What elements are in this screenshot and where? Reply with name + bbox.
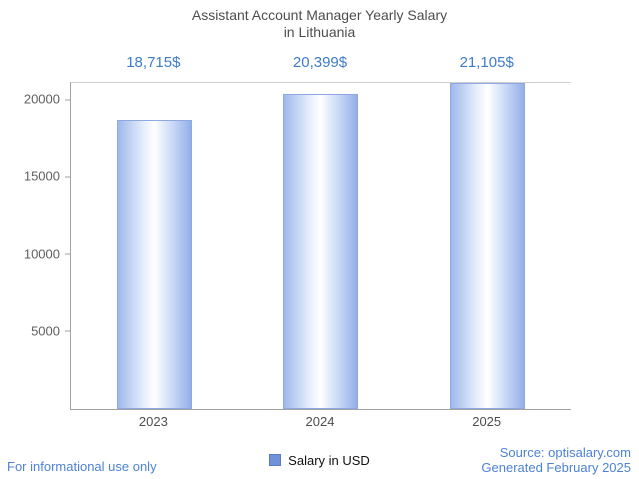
bar-2023 [116, 119, 192, 409]
bar-value-label-2023: 18,715$ [126, 54, 181, 71]
y-tick-label: 20000 [23, 91, 60, 107]
y-tick-mark [65, 253, 70, 255]
chart-title: Assistant Account Manager Yearly Salary … [0, 7, 639, 41]
bar-value-label-2025: 21,105$ [459, 54, 514, 71]
legend-label: Salary in USD [288, 452, 370, 468]
y-tick-mark [65, 330, 70, 332]
footer-generated: Generated February 2025 [481, 460, 631, 475]
y-tick-label: 15000 [23, 168, 60, 184]
x-axis: 2023 2024 2025 [70, 414, 570, 430]
bar-column-2023 [71, 83, 238, 409]
legend: Salary in USD [0, 452, 639, 468]
bar-column-2025 [404, 83, 571, 409]
y-tick-label: 10000 [23, 246, 60, 262]
bar-2024 [283, 93, 359, 409]
footer-disclaimer: For informational use only [7, 459, 157, 474]
x-tick-label-2024: 2024 [305, 414, 335, 429]
footer-source-block: Source: optisalary.com Generated Februar… [481, 445, 631, 475]
y-tick-5000: 5000 [0, 324, 70, 337]
x-tick-label-2023: 2023 [138, 414, 168, 429]
y-tick-10000: 10000 [0, 247, 70, 260]
bar-value-label-2024: 20,399$ [292, 54, 348, 71]
plot-area [70, 82, 571, 410]
legend-swatch [269, 454, 282, 466]
bar-column-2024 [238, 83, 405, 409]
bar-2025 [450, 83, 526, 409]
bar-value-labels-row: 18,715$ 20,399$ 21,105$ [70, 54, 570, 76]
chart-title-line2: in Lithuania [283, 24, 356, 40]
y-tick-20000: 20000 [0, 93, 70, 106]
y-axis: 5000 10000 15000 20000 [0, 82, 70, 408]
x-tick-label-2025: 2025 [472, 414, 502, 429]
y-tick-mark [65, 99, 70, 101]
y-tick-label: 5000 [31, 323, 60, 339]
footer-source: Source: optisalary.com [499, 445, 631, 460]
chart-title-line1: Assistant Account Manager Yearly Salary [191, 7, 448, 23]
y-tick-15000: 15000 [0, 170, 70, 183]
y-tick-mark [65, 176, 70, 178]
